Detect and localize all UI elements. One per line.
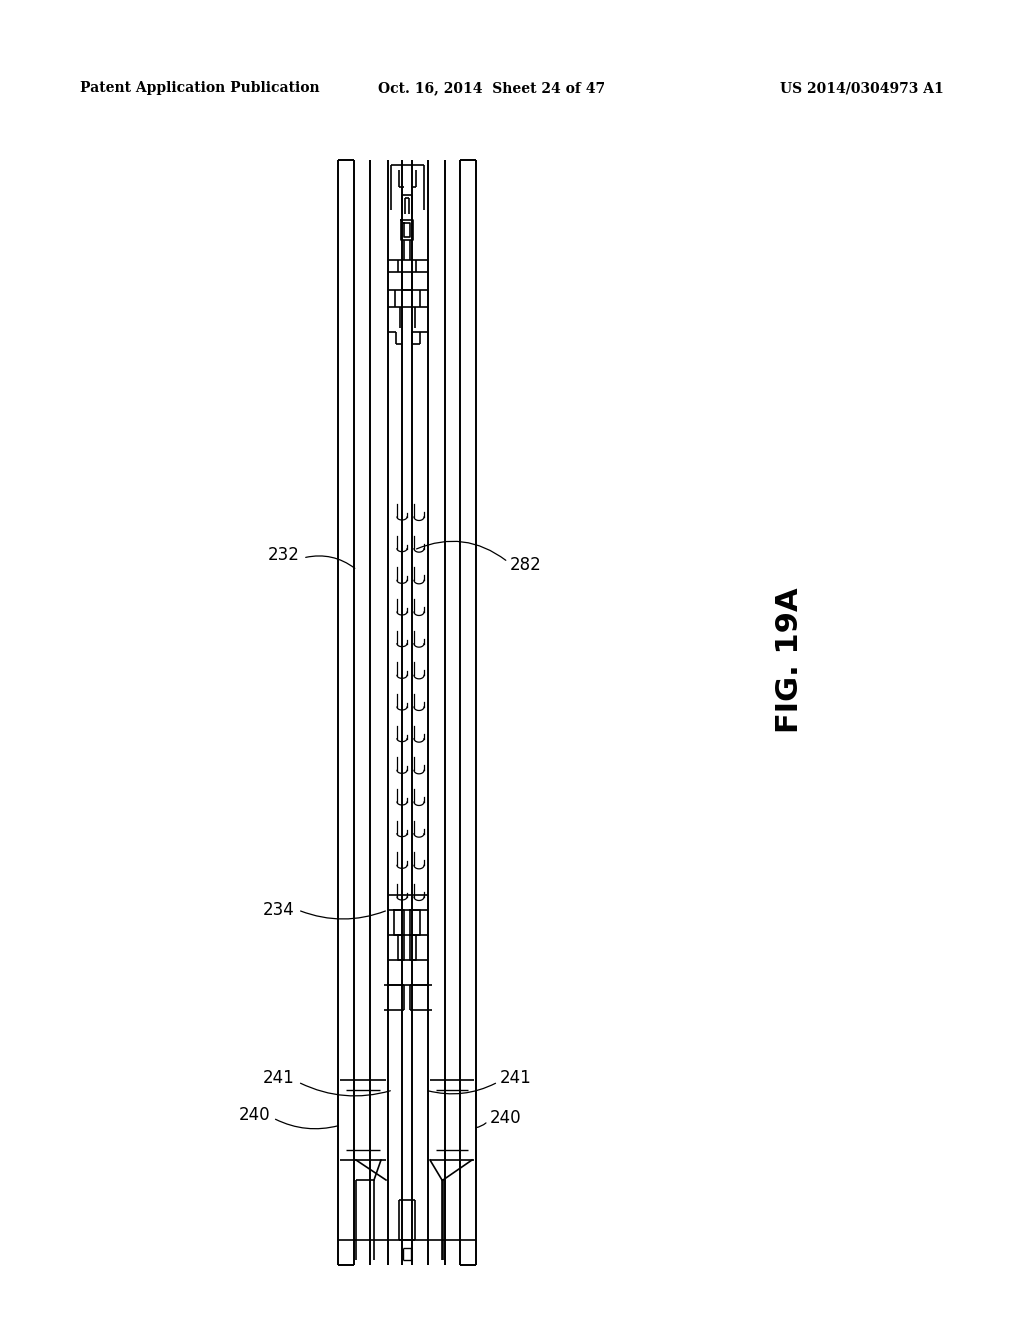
Text: 282: 282 bbox=[510, 556, 542, 574]
Text: Patent Application Publication: Patent Application Publication bbox=[80, 81, 319, 95]
Text: 240: 240 bbox=[490, 1109, 521, 1127]
Text: US 2014/0304973 A1: US 2014/0304973 A1 bbox=[780, 81, 944, 95]
Text: 241: 241 bbox=[263, 1069, 295, 1086]
Text: 232: 232 bbox=[268, 546, 300, 564]
Text: 234: 234 bbox=[263, 902, 295, 919]
Text: 241: 241 bbox=[500, 1069, 531, 1086]
Text: 240: 240 bbox=[239, 1106, 270, 1125]
Text: FIG. 19A: FIG. 19A bbox=[775, 587, 805, 733]
Text: Oct. 16, 2014  Sheet 24 of 47: Oct. 16, 2014 Sheet 24 of 47 bbox=[379, 81, 605, 95]
